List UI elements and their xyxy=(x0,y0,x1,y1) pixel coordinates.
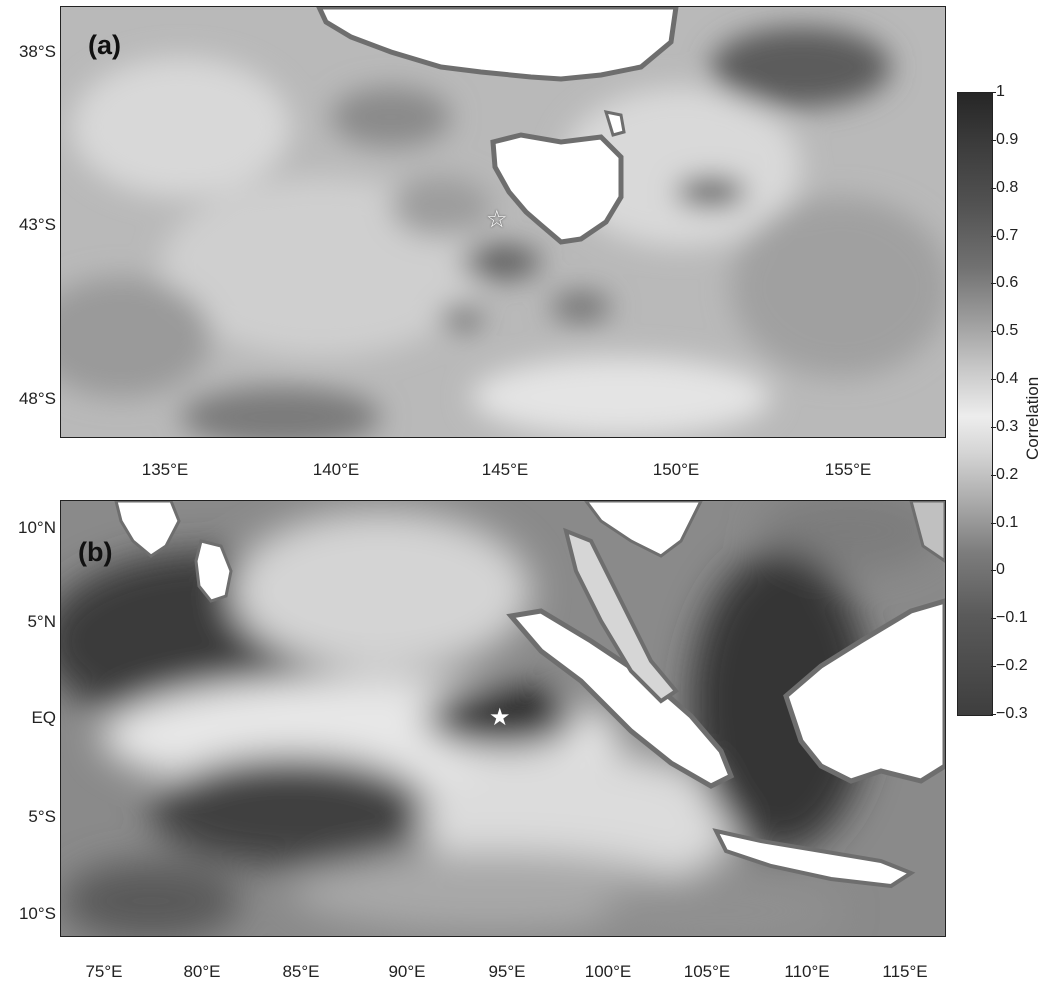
sri-lanka-land xyxy=(194,539,233,603)
colorbar-tick-mark xyxy=(991,714,996,715)
colorbar-tick-label: 0.7 xyxy=(996,226,1019,244)
lon-tick-a-2: 145°E xyxy=(481,460,529,479)
map-panel-a xyxy=(60,6,946,438)
colorbar-tick-mark xyxy=(991,235,996,237)
star-marker-icon-a: ☆ xyxy=(486,206,508,233)
lon-tick-b-7: 110°E xyxy=(784,962,830,981)
colorbar-tick-mark xyxy=(991,618,996,620)
panel-b-label: (b) xyxy=(78,537,113,567)
colorbar-tick-label: −0.2 xyxy=(996,657,1028,675)
lon-tick-a-3: 150°E xyxy=(652,460,700,479)
lon-tick-b-4: 95°E xyxy=(488,962,526,981)
colorbar-tick-label: 0.9 xyxy=(996,130,1019,148)
colorbar-title: Correlation xyxy=(1023,376,1042,460)
colorbar-tick-label: 0.4 xyxy=(996,370,1019,388)
lon-tick-b-8: 115°E xyxy=(882,962,928,981)
colorbar-tick-label: −0.1 xyxy=(996,609,1028,627)
lat-tick-b-1: 5°N xyxy=(27,612,56,631)
colorbar-tick-mark xyxy=(991,426,996,428)
lon-tick-a-0: 135°E xyxy=(141,460,189,479)
colorbar-tick-mark xyxy=(991,187,996,189)
australia-land xyxy=(316,7,679,82)
colorbar-tick-label: 0.1 xyxy=(996,513,1019,531)
lat-tick-a-0: 38°S xyxy=(18,42,56,61)
colorbar-tick-mark xyxy=(991,570,996,572)
colorbar-tick-label: 1 xyxy=(996,83,1005,100)
colorbar-tick-mark xyxy=(991,666,996,668)
lat-tick-b-4: 10°S xyxy=(18,904,56,923)
lat-tick-b-3: 5°S xyxy=(28,807,56,826)
map-panel-b xyxy=(60,500,946,937)
sumatra-land xyxy=(506,608,735,789)
colorbar-tick-mark xyxy=(991,522,996,524)
colorbar-tick-label: 0 xyxy=(996,561,1005,579)
colorbar-tick-mark xyxy=(991,92,996,93)
lat-tick-a-1: 43°S xyxy=(18,215,56,234)
star-marker-icon-b: ★ xyxy=(489,704,511,731)
lon-tick-b-1: 80°E xyxy=(183,962,221,981)
tasmania-land xyxy=(490,132,624,245)
colorbar-tick-mark xyxy=(991,331,996,333)
colorbar-tick-label: 0.3 xyxy=(996,417,1019,435)
colorbar-tick-mark xyxy=(991,283,996,285)
colorbar-tick-label: 0.5 xyxy=(996,322,1019,340)
borneo-land xyxy=(783,598,945,784)
panel-a-label: (a) xyxy=(88,30,121,60)
lon-tick-b-2: 85°E xyxy=(282,962,320,981)
lat-tick-b-0: 10°N xyxy=(18,518,56,537)
colorbar xyxy=(957,92,993,716)
lon-tick-b-5: 100°E xyxy=(584,962,632,981)
colorbar-tick-mark xyxy=(991,474,996,476)
lon-tick-a-4: 155°E xyxy=(824,460,872,479)
lat-tick-a-2: 48°S xyxy=(18,389,56,408)
colorbar-tick-mark xyxy=(991,139,996,141)
colorbar-tick-label: 0.6 xyxy=(996,274,1019,292)
colorbar-tick-label: 0.2 xyxy=(996,465,1019,483)
lon-tick-a-1: 140°E xyxy=(312,460,360,479)
lat-tick-b-2: EQ xyxy=(31,708,56,727)
lon-tick-b-6: 105°E xyxy=(683,962,731,981)
correlation-field-a xyxy=(61,7,945,437)
lon-tick-b-3: 90°E xyxy=(388,962,426,981)
correlation-field-b xyxy=(61,501,945,936)
colorbar-tick-label: 0.8 xyxy=(996,178,1019,196)
java-land xyxy=(712,828,916,889)
colorbar-tick-mark xyxy=(991,379,996,381)
colorbar-tick-label: −0.3 xyxy=(996,705,1028,722)
lon-tick-b-0: 75°E xyxy=(85,962,123,981)
